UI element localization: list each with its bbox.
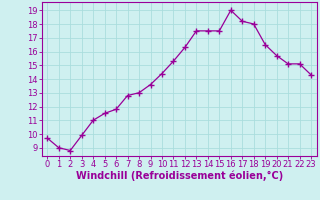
X-axis label: Windchill (Refroidissement éolien,°C): Windchill (Refroidissement éolien,°C) bbox=[76, 171, 283, 181]
